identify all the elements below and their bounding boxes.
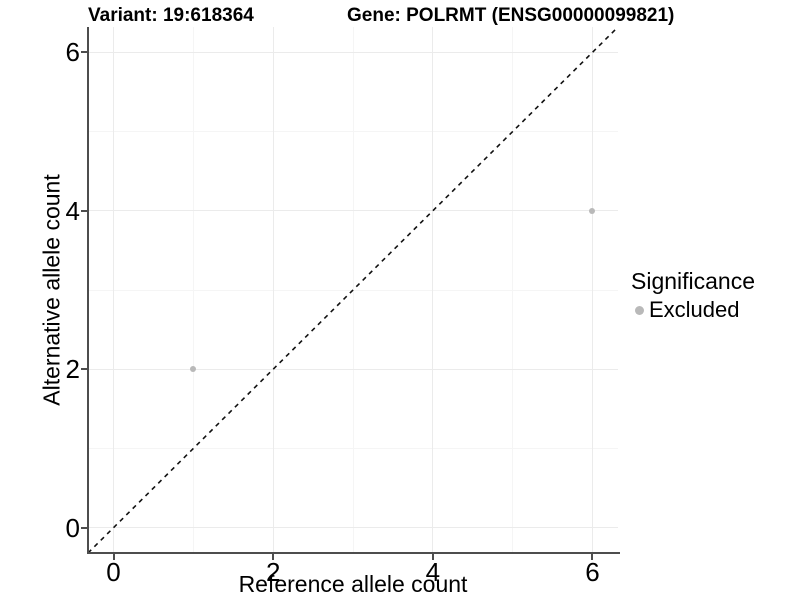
y-tick-mark xyxy=(81,526,87,529)
legend-key-dot xyxy=(635,305,644,315)
y-gridline-minor xyxy=(88,131,618,133)
y-tick-mark xyxy=(81,209,87,212)
x-tick-mark xyxy=(431,554,434,560)
x-tick-label: 2 xyxy=(265,557,281,587)
y-gridline-minor xyxy=(88,447,618,449)
x-gridline-major xyxy=(591,27,593,553)
x-tick-mark xyxy=(272,554,275,560)
x-tick-mark xyxy=(591,554,594,560)
y-gridline-major xyxy=(88,51,618,53)
y-tick-label: 0 xyxy=(65,512,80,543)
y-tick-label: 2 xyxy=(65,354,80,385)
legend-item-label: Excluded xyxy=(649,297,740,322)
x-tick-mark xyxy=(112,554,115,560)
y-axis-line xyxy=(87,27,89,554)
x-gridline-major xyxy=(113,27,115,553)
x-axis-title: Reference allele count xyxy=(238,571,468,597)
x-gridline-major xyxy=(432,27,434,553)
y-tick-mark xyxy=(81,368,87,371)
y-tick-mark xyxy=(81,51,87,54)
plot-panel xyxy=(87,26,619,554)
identity-line xyxy=(87,26,619,554)
legend-title: Significance xyxy=(631,268,756,294)
x-tick-label: 4 xyxy=(425,557,441,587)
x-tick-label: 0 xyxy=(106,557,121,587)
x-axis-line xyxy=(87,552,620,554)
y-tick-label: 6 xyxy=(65,37,80,68)
legend-item-excluded: Excluded xyxy=(631,297,755,323)
legend: Significance Excluded xyxy=(631,268,755,323)
x-gridline-major xyxy=(272,27,274,553)
x-tick-label: 6 xyxy=(585,557,600,587)
data-point xyxy=(190,366,197,373)
gene-title: Gene: POLRMT (ENSG00000099821) xyxy=(347,5,675,26)
variant-title: Variant: 19:618364 xyxy=(88,5,254,26)
y-gridline-major xyxy=(88,527,618,529)
data-point xyxy=(589,207,596,214)
y-tick-label: 4 xyxy=(65,195,80,226)
y-gridline-major xyxy=(88,210,618,212)
y-gridline-major xyxy=(88,368,618,370)
